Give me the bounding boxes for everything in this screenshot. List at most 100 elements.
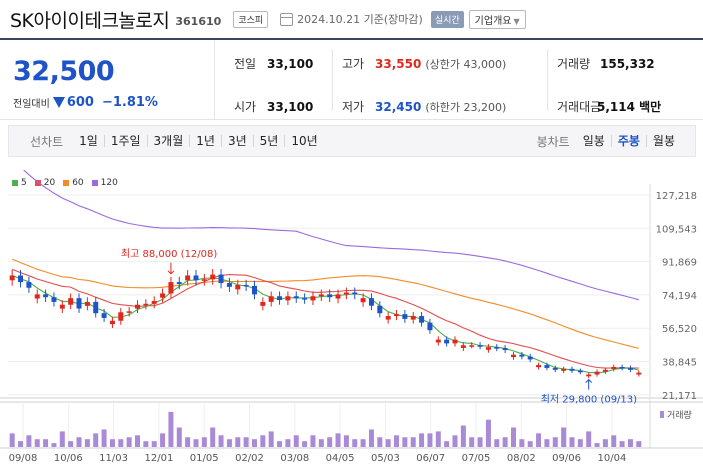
- volume-bar: [210, 427, 216, 447]
- candle-body: [343, 292, 349, 295]
- volume-bar: [477, 437, 483, 447]
- candle-body: [251, 285, 257, 295]
- candle-body: [327, 294, 333, 298]
- ma20-swatch: [34, 180, 41, 186]
- candle-body: [385, 316, 391, 320]
- ma20-line: [11, 268, 639, 369]
- candle-body: [619, 366, 625, 369]
- monthly-candle-button[interactable]: 월봉: [645, 135, 681, 147]
- open-cell: 시가 33,100: [234, 98, 313, 115]
- x-tick-label: 08/02: [507, 453, 536, 464]
- period-1w-button[interactable]: 1주일: [103, 135, 147, 147]
- volume-bar: [577, 439, 583, 447]
- period-3m-button[interactable]: 3개월: [146, 135, 190, 147]
- change-rate: −1.81%: [101, 95, 158, 110]
- x-tick-label: 04/05: [326, 453, 355, 464]
- weekly-candle-button[interactable]: 주봉: [610, 135, 646, 147]
- volume-bar: [343, 435, 349, 447]
- period-10y-button[interactable]: 10년: [284, 135, 323, 147]
- candle-body: [43, 294, 49, 298]
- down-arrow-icon: [52, 97, 65, 108]
- candle-body: [602, 369, 608, 372]
- volume-bar: [135, 435, 141, 447]
- candle-body: [168, 282, 174, 294]
- prev-close-label: 전일: [234, 57, 257, 71]
- volume-bar: [469, 437, 475, 447]
- legend-ma60: 60: [63, 178, 84, 188]
- candle-body: [34, 294, 40, 299]
- candle-body: [335, 294, 341, 299]
- trade-value: 5,114 백만: [597, 100, 662, 114]
- candle-body: [394, 314, 400, 317]
- candle-body: [611, 366, 617, 369]
- volume-value: 155,332: [600, 57, 655, 71]
- volume-bar: [552, 437, 558, 447]
- period-1y-button[interactable]: 1년: [189, 135, 221, 147]
- company-overview-button[interactable]: 기업개요 ▼: [468, 9, 526, 29]
- y-tick-label: 109,543: [656, 224, 697, 235]
- period-5y-button[interactable]: 5년: [252, 135, 285, 147]
- volume-bar: [452, 435, 458, 447]
- candle-body: [636, 372, 642, 375]
- low-arrow-icon: [585, 378, 593, 390]
- legend-ma120: 120: [91, 178, 118, 188]
- candle-body: [285, 296, 291, 301]
- volume-bar: [168, 411, 174, 447]
- candle-body: [577, 370, 583, 373]
- candle-body: [502, 348, 508, 351]
- volume-bar: [193, 439, 199, 447]
- current-price: 32,500: [13, 56, 115, 87]
- x-tick-label: 06/07: [416, 453, 445, 464]
- volume-bar: [485, 419, 491, 447]
- volume-bar: [126, 437, 132, 447]
- y-tick-label: 91,869: [662, 258, 697, 269]
- volume-bar: [619, 441, 625, 447]
- candle-body: [84, 301, 90, 306]
- legend-ma60-label: 60: [72, 178, 84, 188]
- volume-bar: [611, 435, 617, 447]
- market-badge: 코스피: [233, 10, 269, 28]
- candle-body: [360, 298, 366, 303]
- x-tick-label: 01/05: [190, 453, 219, 464]
- candle-body: [561, 368, 567, 371]
- daily-candle-button[interactable]: 일봉: [582, 134, 605, 148]
- volume-bar: [494, 439, 500, 447]
- low-value: 32,450: [375, 100, 422, 114]
- candle-body: [9, 275, 15, 281]
- volume-bar: [527, 441, 533, 447]
- volume-bar: [377, 437, 383, 447]
- volume-bar: [9, 433, 15, 447]
- candle-body: [185, 275, 191, 281]
- calendar-icon: [280, 12, 294, 26]
- high-arrow-icon: [167, 262, 175, 275]
- low-cell: 저가 32,450 (하한가 23,200): [342, 98, 506, 115]
- volume-bar: [76, 437, 82, 447]
- volume-bar: [544, 439, 550, 447]
- volume-bar: [59, 431, 65, 447]
- ma5-swatch: [12, 180, 18, 186]
- volume-bar: [318, 439, 324, 447]
- candle-body: [260, 301, 266, 306]
- volume-bar: [602, 439, 608, 447]
- volume-bar: [394, 435, 400, 447]
- stock-chart[interactable]: 127,218 109,543 91,869 74,194 56,520 38,845 21…: [0, 170, 703, 476]
- period-1d-button[interactable]: 1일: [79, 134, 98, 148]
- ma120-line: [22, 170, 639, 301]
- realtime-button[interactable]: 실시간: [430, 10, 464, 28]
- candle-body: [627, 367, 633, 370]
- volume-bar: [636, 441, 642, 447]
- period-3y-button[interactable]: 3년: [220, 135, 253, 147]
- candle-body: [402, 314, 408, 319]
- change-row: 전일대비 600 −1.81%: [13, 95, 158, 110]
- line-chart-label: 선차트: [30, 134, 64, 149]
- volume-bar: [151, 441, 157, 447]
- candle-body: [243, 284, 249, 287]
- volume-bar: [444, 441, 450, 447]
- volume-bar: [185, 437, 191, 447]
- volume-bar: [310, 435, 316, 447]
- volume-bar: [26, 435, 32, 447]
- candle-body: [218, 274, 224, 284]
- candle-body: [302, 298, 308, 300]
- lower-limit: (하한가 23,200): [425, 101, 507, 114]
- ma60-swatch: [63, 180, 70, 186]
